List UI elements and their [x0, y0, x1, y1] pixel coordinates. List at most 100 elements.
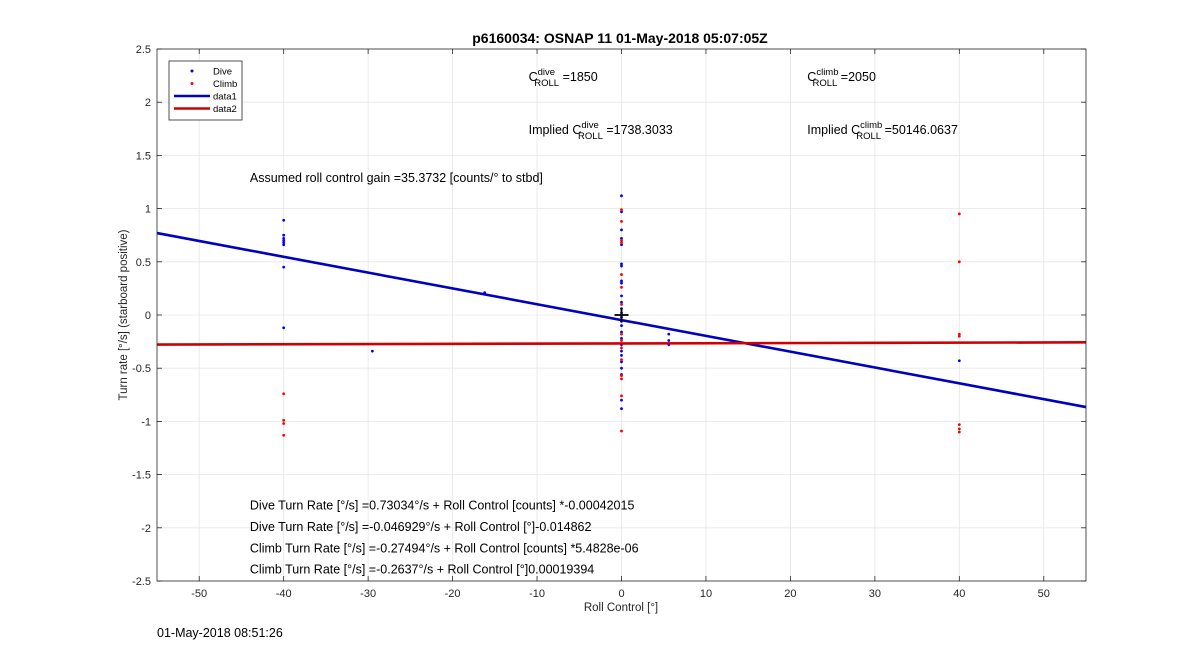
- climb-point: [957, 332, 961, 336]
- x-tick-label: 40: [953, 588, 965, 600]
- legend-label-data1: data1: [213, 92, 237, 103]
- dive-point: [667, 339, 671, 342]
- legend-box: [168, 60, 243, 121]
- prefix: C: [529, 70, 538, 84]
- climb-point: [620, 273, 623, 276]
- suffix: =1850: [559, 70, 598, 84]
- dive-point: [620, 279, 623, 283]
- climb-point: [282, 418, 286, 422]
- tick-marks: [157, 48, 1086, 582]
- climb-point: [282, 422, 286, 425]
- dive-point: [620, 324, 623, 328]
- dive-point: [620, 210, 623, 214]
- series-layer: [156, 194, 1087, 437]
- climb-point: [620, 285, 623, 289]
- fit2-annotation: Dive Turn Rate [°/s] =-0.046929°/s + Rol…: [250, 520, 592, 534]
- dive-point: [620, 294, 623, 298]
- x-tick-label: -10: [529, 588, 545, 600]
- legend-swatch-dive: [190, 69, 194, 73]
- climb-point: [620, 346, 623, 350]
- series-climb: [282, 208, 961, 437]
- climb-point: [620, 241, 623, 245]
- dive-point: [620, 349, 623, 353]
- y-tick-label: 1.5: [136, 150, 151, 162]
- y-tick-label: -0.5: [132, 363, 151, 375]
- x-tick-label: -20: [445, 588, 461, 600]
- dive-point: [620, 360, 623, 364]
- climb-point: [282, 392, 286, 396]
- subscript: ROLL: [856, 131, 881, 142]
- dive-point: [620, 281, 623, 285]
- subscript: ROLL: [578, 131, 603, 142]
- dive-point: [282, 236, 286, 240]
- x-tick-label: -30: [360, 588, 376, 600]
- implied-dive-annotation: Implied Cdive ROLL =1738.3033: [529, 120, 673, 142]
- dive-point: [620, 264, 623, 268]
- climb-point: [957, 260, 961, 264]
- superscript: climb: [860, 120, 882, 131]
- climb-point: [282, 433, 286, 437]
- y-axis-label: Turn rate [°/s] (starboard positive): [118, 229, 130, 400]
- legend-label-data2: data2: [213, 104, 237, 115]
- y-tick-label: 2.5: [136, 44, 151, 56]
- dive-point: [620, 300, 623, 304]
- suffix: =1738.3033: [603, 123, 673, 137]
- dive-point: [667, 332, 671, 336]
- gain-annotation: Assumed roll control gain =35.3732 [coun…: [250, 171, 543, 185]
- dive-point: [620, 366, 623, 370]
- x-axis-label: Roll Control [°]: [584, 602, 658, 614]
- subscript: ROLL: [534, 78, 559, 89]
- implied-climb-annotation: Implied Cclimb ROLL =50146.0637: [807, 120, 958, 142]
- climb-point: [620, 374, 623, 378]
- subscript: ROLL: [813, 78, 838, 89]
- climb-point: [957, 427, 961, 431]
- dive-point: [282, 326, 286, 330]
- series-data2: [156, 341, 1087, 346]
- legend-label-climb: Climb: [213, 79, 237, 90]
- c-dive-annotation: Cdive ROLL =1850: [529, 67, 598, 89]
- dive-point: [620, 236, 623, 240]
- timestamp: 01-May-2018 08:51:26: [157, 626, 283, 640]
- climb-point: [957, 212, 961, 216]
- dive-point: [620, 262, 623, 266]
- y-tick-label: 2: [145, 97, 151, 109]
- dive-point: [620, 228, 623, 232]
- climb-point: [957, 423, 961, 426]
- dive-point: [282, 239, 286, 242]
- suffix: =50146.0637: [881, 123, 958, 137]
- superscript: dive: [538, 67, 555, 78]
- fit1-annotation: Dive Turn Rate [°/s] =0.73034°/s + Roll …: [250, 499, 635, 513]
- prefix: Implied C: [529, 123, 582, 137]
- x-tick-label: 0: [618, 588, 624, 600]
- climb-point: [957, 430, 961, 434]
- x-tick-label: -40: [276, 588, 292, 600]
- climb-point: [620, 332, 623, 336]
- fit3-annotation: Climb Turn Rate [°/s] =-0.27494°/s + Rol…: [250, 541, 639, 555]
- dive-point: [620, 398, 623, 402]
- climb-point: [620, 339, 623, 342]
- dive-point: [620, 337, 623, 340]
- legend-label-dive: Dive: [213, 67, 232, 78]
- climb-point: [620, 302, 623, 306]
- x-tick-label: 30: [869, 588, 881, 600]
- y-tick-label: -1.5: [132, 470, 151, 482]
- climb-point: [620, 377, 623, 381]
- climb-point: [620, 429, 623, 433]
- chart-title: p6160034: OSNAP 11 01-May-2018 05:07:05Z: [472, 30, 768, 46]
- data2-line: [156, 341, 1087, 346]
- fit4-annotation: Climb Turn Rate [°/s] =-0.2637°/s + Roll…: [250, 563, 594, 577]
- y-tick-label: -2.5: [132, 576, 151, 588]
- y-tick-label: -1: [141, 416, 151, 428]
- c-climb-annotation: Cclimb ROLL =2050: [807, 67, 876, 89]
- climb-point: [620, 208, 623, 212]
- climb-point: [620, 219, 623, 223]
- suffix: =2050: [837, 70, 876, 84]
- climb-point: [620, 394, 623, 398]
- tick-labels: -50 -40 -30 -20 -10 0 10 20 30 40 50-2.5-2-1.5-1-0…: [132, 44, 1050, 600]
- dive-point: [282, 233, 286, 237]
- dive-point: [620, 354, 623, 357]
- climb-point: [957, 334, 961, 338]
- dive-point: [282, 241, 286, 245]
